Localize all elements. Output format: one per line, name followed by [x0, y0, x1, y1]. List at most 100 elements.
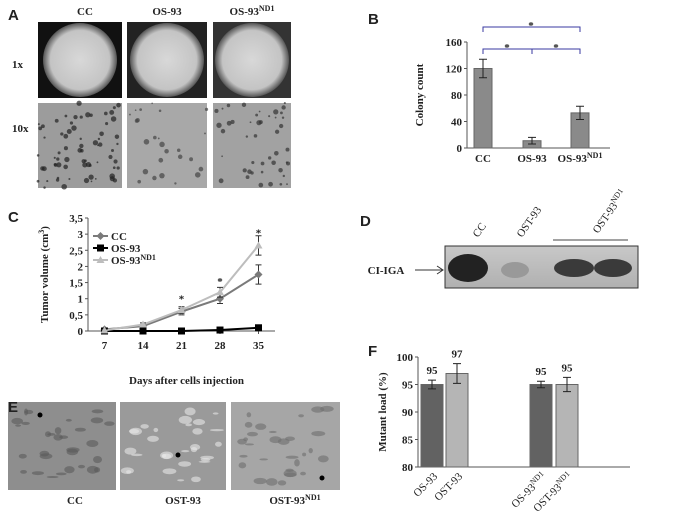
- x-tick-label: OST-93: [432, 470, 465, 503]
- panel-label: F: [368, 343, 377, 360]
- texture-dot: [85, 112, 91, 118]
- x-tick-label: 21: [176, 340, 187, 352]
- texture-blob: [86, 440, 99, 447]
- y-tick-label: 90: [402, 407, 414, 419]
- texture-dot: [88, 174, 94, 180]
- texture-dot: [245, 135, 249, 138]
- texture-dot: [230, 119, 235, 124]
- texture-dot: [97, 137, 101, 141]
- texture-dot: [177, 154, 183, 160]
- legend-label: OS-93ND1: [111, 253, 156, 268]
- error-bar: [453, 363, 461, 384]
- texture-blob: [65, 418, 72, 422]
- texture-blob: [259, 458, 269, 461]
- y-tick-label: 120: [446, 64, 463, 76]
- texture-dot: [68, 177, 71, 181]
- texture-blob: [177, 479, 185, 482]
- texture-dot: [220, 128, 226, 134]
- texture-dot: [260, 161, 265, 166]
- texture-blob: [162, 468, 177, 475]
- bar: [529, 384, 553, 468]
- y-tick-label: 2: [78, 261, 84, 273]
- texture-dot: [38, 126, 43, 131]
- texture-blob: [255, 423, 267, 430]
- texture-blob: [54, 427, 62, 435]
- y-tick-label: 95: [402, 380, 414, 392]
- column-label: OS-93: [152, 6, 182, 18]
- texture-dot: [73, 114, 78, 120]
- texture-dot: [56, 162, 62, 168]
- texture-dot: [274, 150, 279, 156]
- texture-blob: [244, 443, 255, 446]
- texture-dot: [157, 137, 160, 140]
- texture-dot: [279, 182, 283, 186]
- texture-blob: [239, 454, 248, 458]
- texture-dot: [112, 178, 118, 183]
- panel-label: B: [368, 11, 379, 28]
- bar: [473, 68, 493, 149]
- texture-dot: [43, 136, 46, 139]
- texture-dot: [61, 183, 67, 190]
- texture-dot: [151, 102, 153, 105]
- texture-dot: [245, 175, 250, 180]
- value-label: 95: [562, 362, 574, 374]
- texture-blob: [215, 441, 222, 447]
- texture-dot: [258, 182, 264, 188]
- texture-blob: [283, 469, 297, 478]
- texture-dot: [158, 157, 164, 163]
- texture-dot: [143, 139, 150, 145]
- texture-dot: [260, 170, 264, 174]
- lane-label-sup: ND1: [608, 186, 624, 204]
- texture-dot: [283, 102, 286, 105]
- texture-dot: [36, 154, 40, 157]
- texture-blob: [189, 444, 201, 451]
- error-bar: [479, 58, 487, 79]
- texture-dot: [271, 160, 276, 165]
- marker-dot: [175, 452, 181, 458]
- texture-dot: [273, 109, 279, 115]
- texture-blob: [31, 471, 44, 476]
- texture-dot: [134, 109, 137, 112]
- texture-blob: [147, 435, 159, 442]
- point: [96, 256, 105, 263]
- error-bar: [537, 380, 545, 389]
- texture-blob: [317, 455, 329, 463]
- significance-bracket: [531, 48, 581, 54]
- point: [254, 270, 263, 279]
- texture-blob: [178, 415, 193, 424]
- legend-label-text: OS-93: [111, 243, 141, 255]
- error-bar: [528, 136, 536, 145]
- texture-blob: [320, 405, 334, 412]
- row-label: 1x: [12, 59, 24, 71]
- texture-blob: [59, 435, 69, 439]
- legend-label-text: OS-93: [111, 255, 141, 267]
- texture-blob: [11, 417, 23, 425]
- texture-dot: [268, 181, 273, 187]
- texture-dot: [278, 167, 283, 173]
- texture-dot: [96, 161, 99, 164]
- texture-blob: [78, 464, 86, 469]
- texture-dot: [221, 107, 224, 110]
- y-tick-label: 160: [446, 37, 463, 49]
- texture-blob: [212, 412, 219, 415]
- y-axis-label-text: Colony count: [414, 63, 426, 126]
- texture-dot: [55, 178, 60, 182]
- texture-dot: [285, 147, 290, 152]
- value-label: 95: [427, 365, 439, 377]
- error-bar: [576, 105, 584, 121]
- texture-blob: [120, 467, 134, 475]
- texture-blob: [55, 472, 67, 476]
- texture-blob: [268, 430, 277, 434]
- annotation: *: [553, 42, 559, 54]
- texture-dot: [268, 115, 271, 118]
- x-tick-label: OS-93ND1: [558, 151, 603, 166]
- texture-dot: [286, 161, 291, 166]
- y-tick-label: 3: [78, 229, 84, 241]
- texture-blob: [308, 447, 313, 454]
- texture-dot: [204, 107, 209, 112]
- texture-dot: [71, 125, 77, 131]
- texture-dot: [56, 176, 60, 180]
- texture-dot: [111, 148, 115, 152]
- x-tick-label: 7: [102, 340, 108, 352]
- texture-blob: [21, 421, 30, 426]
